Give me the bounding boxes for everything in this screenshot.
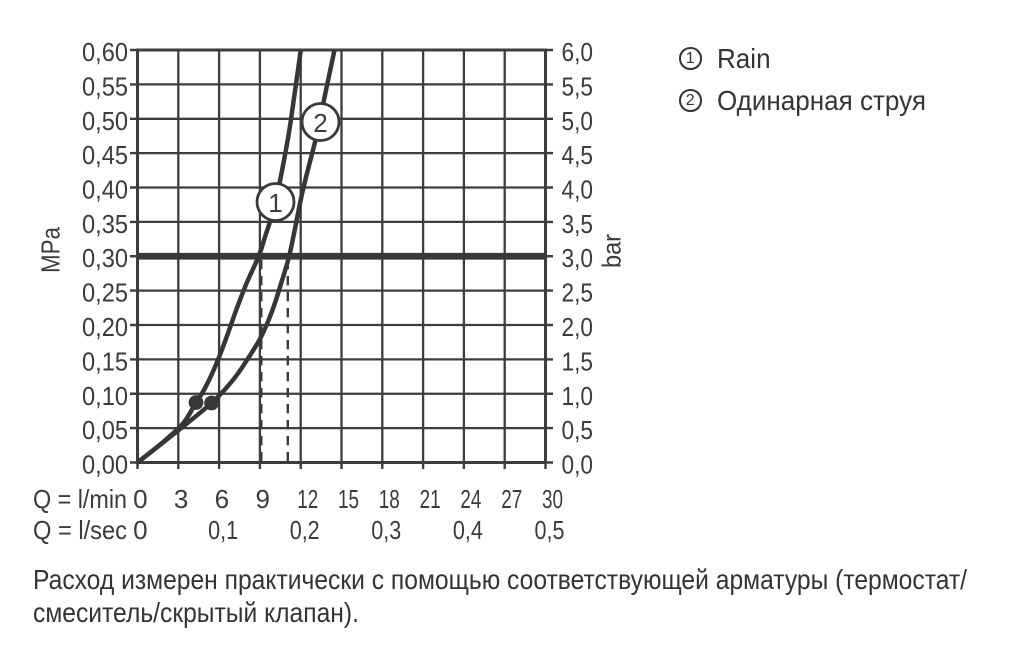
svg-text:27: 27 <box>501 484 522 514</box>
svg-text:0,3: 0,3 <box>371 515 401 545</box>
svg-text:2,5: 2,5 <box>562 278 594 308</box>
svg-text:2,0: 2,0 <box>562 312 594 342</box>
svg-text:30: 30 <box>542 484 563 514</box>
svg-text:5,0: 5,0 <box>562 106 594 136</box>
svg-text:6,0: 6,0 <box>562 37 594 67</box>
svg-text:3,5: 3,5 <box>562 209 594 239</box>
svg-text:15: 15 <box>338 484 359 514</box>
svg-text:0: 0 <box>133 515 147 545</box>
svg-text:0: 0 <box>133 484 147 514</box>
svg-text:0,00: 0,00 <box>82 450 128 480</box>
svg-text:MPa: MPa <box>36 227 66 273</box>
svg-text:0,60: 0,60 <box>82 37 128 67</box>
svg-text:18: 18 <box>379 484 400 514</box>
svg-text:0,10: 0,10 <box>82 381 128 411</box>
svg-text:0,15: 0,15 <box>82 346 128 376</box>
svg-text:bar: bar <box>596 234 626 268</box>
svg-text:0,35: 0,35 <box>82 209 128 239</box>
svg-text:Q = l/sec: Q = l/sec <box>33 515 127 545</box>
svg-text:12: 12 <box>297 484 318 514</box>
svg-text:0,0: 0,0 <box>562 450 594 480</box>
svg-text:4,0: 4,0 <box>562 175 594 205</box>
svg-text:6: 6 <box>215 484 229 514</box>
svg-text:21: 21 <box>420 484 441 514</box>
svg-text:1,0: 1,0 <box>562 381 594 411</box>
svg-text:0,5: 0,5 <box>535 515 565 545</box>
svg-text:0,5: 0,5 <box>562 415 594 445</box>
svg-text:0,50: 0,50 <box>82 106 128 136</box>
svg-text:1,5: 1,5 <box>562 346 594 376</box>
svg-text:0,2: 0,2 <box>290 515 320 545</box>
svg-text:0,25: 0,25 <box>82 278 128 308</box>
svg-text:0,4: 0,4 <box>453 515 483 545</box>
svg-text:1: 1 <box>268 188 282 218</box>
svg-text:0,45: 0,45 <box>82 140 128 170</box>
svg-text:0,30: 0,30 <box>82 243 128 273</box>
svg-text:0,55: 0,55 <box>82 71 128 101</box>
svg-text:0,1: 0,1 <box>208 515 238 545</box>
svg-text:0,20: 0,20 <box>82 312 128 342</box>
svg-text:0,40: 0,40 <box>82 175 128 205</box>
svg-text:2: 2 <box>313 108 327 138</box>
svg-text:0,05: 0,05 <box>82 415 128 445</box>
svg-text:5,5: 5,5 <box>562 71 594 101</box>
svg-text:Q = l/min: Q = l/min <box>33 484 127 514</box>
svg-text:4,5: 4,5 <box>562 140 594 170</box>
svg-text:9: 9 <box>255 484 269 514</box>
svg-text:3,0: 3,0 <box>562 243 594 273</box>
svg-text:3: 3 <box>174 484 188 514</box>
svg-text:24: 24 <box>460 484 481 514</box>
